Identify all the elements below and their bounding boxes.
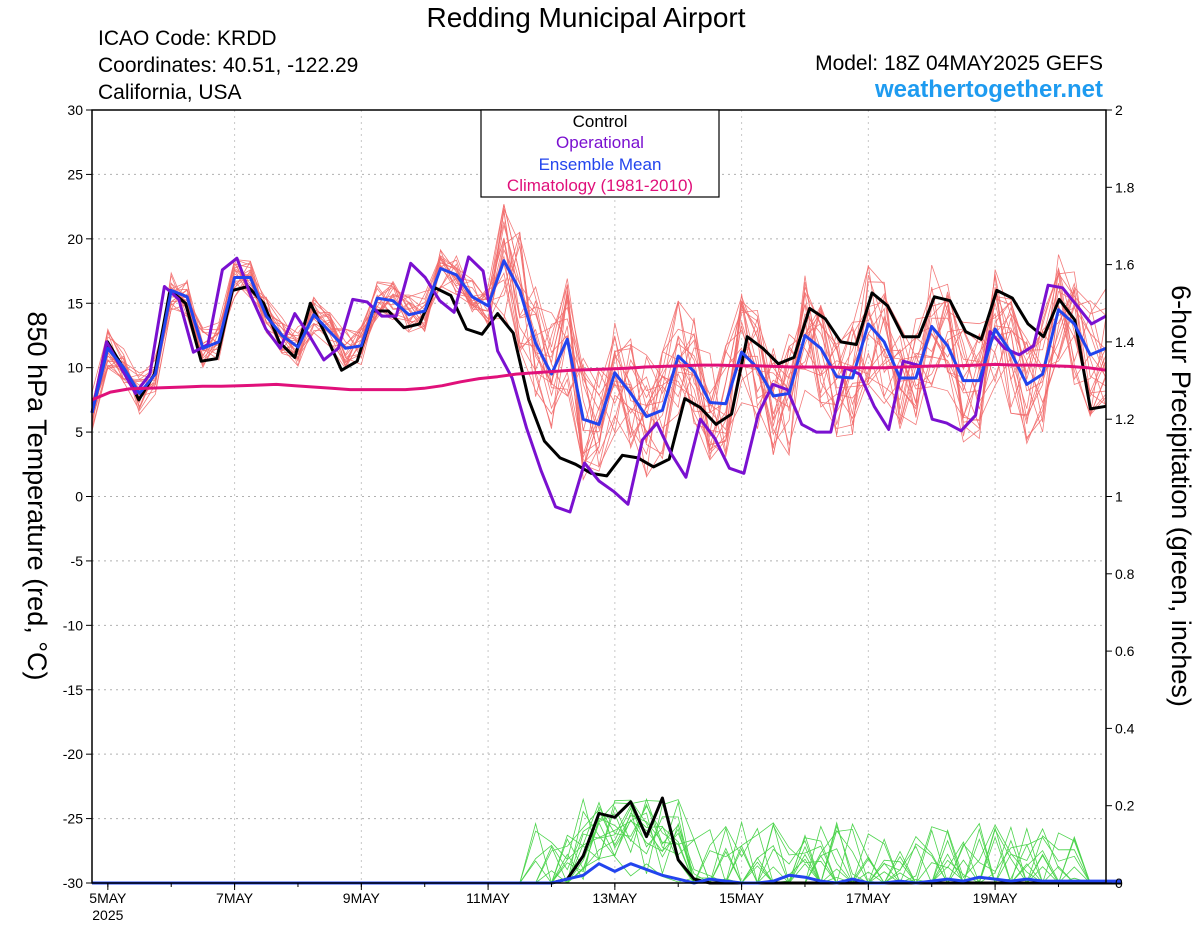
grid-lines [92,110,1106,883]
x-tick-label: 17MAY [846,890,892,906]
y-tick-label-left: 15 [67,295,83,311]
region: California, USA [98,81,242,104]
coordinates: Coordinates: 40.51, -122.29 [98,54,359,77]
x-tick-label: 5MAY [89,890,127,906]
ensemble-member-temp [91,231,1107,473]
ensemble-member-precip [92,805,1106,885]
y-tick-label-left: 20 [67,231,83,247]
y-tick-label-right: 0.8 [1115,566,1135,582]
ensemble-member-precip [92,797,1106,885]
y-tick-label-right: 0.2 [1115,798,1135,814]
y-tick-label-right: 1.4 [1115,334,1135,350]
y-axis-title-right: 6-hour Precipitation (green, inches) [1166,285,1196,707]
ensemble-member-temp [91,209,1107,481]
page-title: Redding Municipal Airport [426,2,746,33]
y-tick-label-right: 0.6 [1115,643,1135,659]
y-tick-label-right: 1.6 [1115,257,1135,273]
y-tick-label-left: 10 [67,360,83,376]
y-tick-label-right: 1.8 [1115,179,1135,195]
legend: Control Operational Ensemble Mean Climat… [480,109,720,198]
y-tick-label-left: -15 [63,682,83,698]
x-tick-label: 9MAY [343,890,381,906]
y-tick-label-left: -30 [63,875,83,891]
y-tick-label-left: -5 [71,553,84,569]
x-tick-label: 13MAY [592,890,638,906]
legend-ensemble-mean: Ensemble Mean [539,155,662,174]
y-tick-label-right: 0.4 [1115,720,1135,736]
x-tick-label: 19MAY [973,890,1019,906]
plot-frame [91,109,1107,884]
y-tick-label-left: 30 [67,102,83,118]
y-tick-label-right: 0 [1115,875,1123,891]
icao-code: ICAO Code: KRDD [98,27,277,50]
y-tick-label-left: -20 [63,746,83,762]
x-year-label: 2025 [92,907,123,923]
legend-climatology: Climatology (1981-2010) [507,176,693,195]
operational-temp-line [90,255,1107,514]
ensemble-member-temp [91,236,1107,478]
model-run: Model: 18Z 04MAY2025 GEFS [815,52,1103,75]
y-tick-label-right: 1.2 [1115,411,1135,427]
x-tick-label: 7MAY [216,890,254,906]
ensemble-member-temp [91,221,1107,469]
y-tick-label-right: 2 [1115,102,1123,118]
legend-operational: Operational [556,133,644,152]
ensemble-mean-temp-line [90,259,1107,426]
y-tick-label-right: 1 [1115,489,1123,505]
y-tick-label-left: 5 [75,424,83,440]
x-tick-label: 11MAY [466,890,510,906]
site-link[interactable]: weathertogether.net [874,76,1103,103]
y-tick-label-left: 0 [75,489,83,505]
chart-series [90,255,1122,885]
y-axis-title-left: 850 hPa Temperature (red, °C) [22,312,52,681]
y-tick-label-left: -25 [63,811,83,827]
ensemble-member-precip [92,797,1106,884]
climatology-temp-line [91,362,1107,402]
legend-control: Control [573,112,628,131]
y-tick-label-left: -10 [63,617,83,633]
legend-box [480,109,720,198]
x-tick-label: 15MAY [719,890,765,906]
chart-axes: 302520151050-5-10-15-20-25-3021.81.61.41… [63,102,1135,923]
y-tick-label-left: 25 [67,166,83,182]
